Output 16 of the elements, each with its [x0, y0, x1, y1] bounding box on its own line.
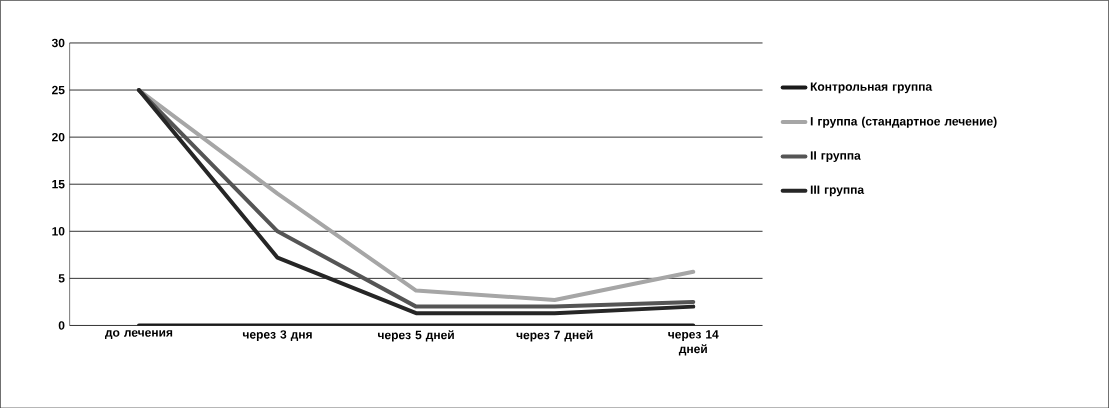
y-tick-label: 15 [52, 179, 65, 189]
y-tick-label: 5 [58, 273, 65, 283]
legend-label: III группа [810, 185, 865, 197]
legend-label: Контрольная группа [810, 82, 933, 93]
x-tick-label: через 14 дней [668, 329, 719, 356]
y-tick-label: 25 [52, 85, 65, 95]
y-tick-label: 20 [52, 132, 65, 142]
y-tick-label: 30 [51, 38, 65, 48]
x-tick-label: через 3 дня [242, 329, 312, 341]
x-tick-label: через 5 дней [378, 329, 454, 342]
x-tick-label: через 7 дней [516, 329, 593, 342]
x-tick-label: до лечения [105, 329, 173, 339]
y-tick-label: 0 [58, 321, 65, 330]
y-tick-label: 10 [52, 226, 65, 236]
legend-label: II группа [810, 151, 861, 162]
legend-label: I группа (стандартное лечение) [810, 116, 997, 128]
